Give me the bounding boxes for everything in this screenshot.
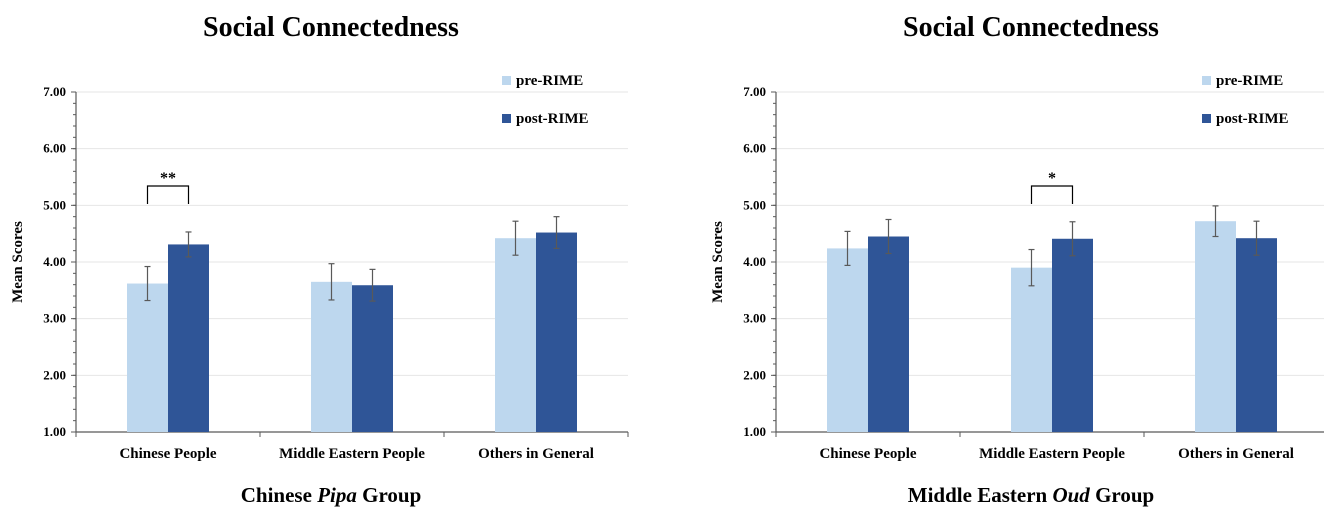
- significance-bracket: [146, 185, 190, 204]
- legend-label: pre-RIME: [516, 73, 583, 89]
- caption-italic: Pipa: [317, 483, 357, 507]
- legend-swatch: [1202, 76, 1211, 85]
- bar-post-rime: [352, 285, 393, 432]
- legend-label: post-RIME: [516, 111, 589, 127]
- legend-label: pre-RIME: [1216, 73, 1283, 89]
- group-caption: Chinese Pipa Group: [0, 483, 662, 508]
- bar-post-rime: [1236, 238, 1277, 432]
- y-tick-label: 4.00: [743, 254, 766, 269]
- y-tick-label: 5.00: [43, 197, 66, 212]
- y-tick-label: 4.00: [43, 254, 66, 269]
- caption-text: Chinese: [240, 483, 318, 507]
- legend-swatch: [502, 114, 511, 123]
- bar-chart: 1.00 2.00 3.00 4.00 5.00 6.00 7.00 Mean Scores C…: [710, 73, 1324, 462]
- caption-text: Middle Eastern: [907, 483, 1053, 507]
- bar-pre-rime: [311, 281, 352, 432]
- x-tick-label: Chinese People: [819, 446, 916, 462]
- x-tick-label: Others in General: [478, 446, 594, 462]
- legend-label: post-RIME: [1216, 111, 1289, 127]
- y-tick-label: 7.00: [743, 84, 766, 99]
- y-axis-label: Mean Scores: [710, 221, 726, 303]
- y-tick-label: 3.00: [43, 311, 66, 326]
- bar-pre-rime: [827, 248, 868, 432]
- bar-post-rime: [868, 236, 909, 432]
- y-axis-label: Mean Scores: [10, 221, 26, 303]
- chart-panel-middle-eastern-oud: Social Connectedness 1.00 2.00 3.00 4.00 5.0…: [700, 0, 1324, 514]
- bar-post-rime: [1052, 238, 1093, 432]
- significance-marker: *: [1048, 170, 1056, 187]
- legend-swatch: [502, 76, 511, 85]
- caption-italic: Oud: [1052, 483, 1090, 507]
- bar-post-rime: [168, 244, 209, 432]
- legend-swatch: [1202, 114, 1211, 123]
- y-tick-label: 2.00: [743, 367, 766, 382]
- chart-panel-chinese-pipa: Social Connectedness 1.00 2.00 3.00 4.00 5.0…: [0, 12, 662, 508]
- chart-title: Social Connectedness: [203, 12, 459, 43]
- bar-post-rime: [536, 232, 577, 432]
- y-tick-label: 1.00: [43, 424, 66, 439]
- y-tick-label: 6.00: [43, 141, 66, 156]
- caption-text: Group: [356, 483, 422, 507]
- y-tick-label: 5.00: [743, 197, 766, 212]
- significance-marker: **: [160, 170, 176, 187]
- y-tick-label: 3.00: [743, 311, 766, 326]
- significance-bracket: [1030, 185, 1074, 204]
- group-caption: Middle Eastern Oud Group: [700, 483, 1324, 508]
- bar-pre-rime: [1195, 221, 1236, 432]
- x-tick-label: Chinese People: [119, 446, 216, 462]
- y-tick-label: 7.00: [43, 84, 66, 99]
- bar-pre-rime: [1011, 267, 1052, 432]
- y-tick-label: 2.00: [43, 367, 66, 382]
- x-tick-label: Others in General: [1178, 446, 1294, 462]
- x-tick-label: Middle Eastern People: [979, 446, 1125, 462]
- bar-pre-rime: [127, 283, 168, 432]
- x-tick-label: Middle Eastern People: [279, 446, 425, 462]
- y-tick-label: 6.00: [743, 141, 766, 156]
- chart-title: Social Connectedness: [903, 12, 1159, 43]
- bar-pre-rime: [495, 238, 536, 432]
- y-tick-label: 1.00: [743, 424, 766, 439]
- bar-chart: 1.00 2.00 3.00 4.00 5.00 6.00 7.00 Mean Scores C…: [10, 73, 629, 462]
- caption-text: Group: [1089, 483, 1155, 507]
